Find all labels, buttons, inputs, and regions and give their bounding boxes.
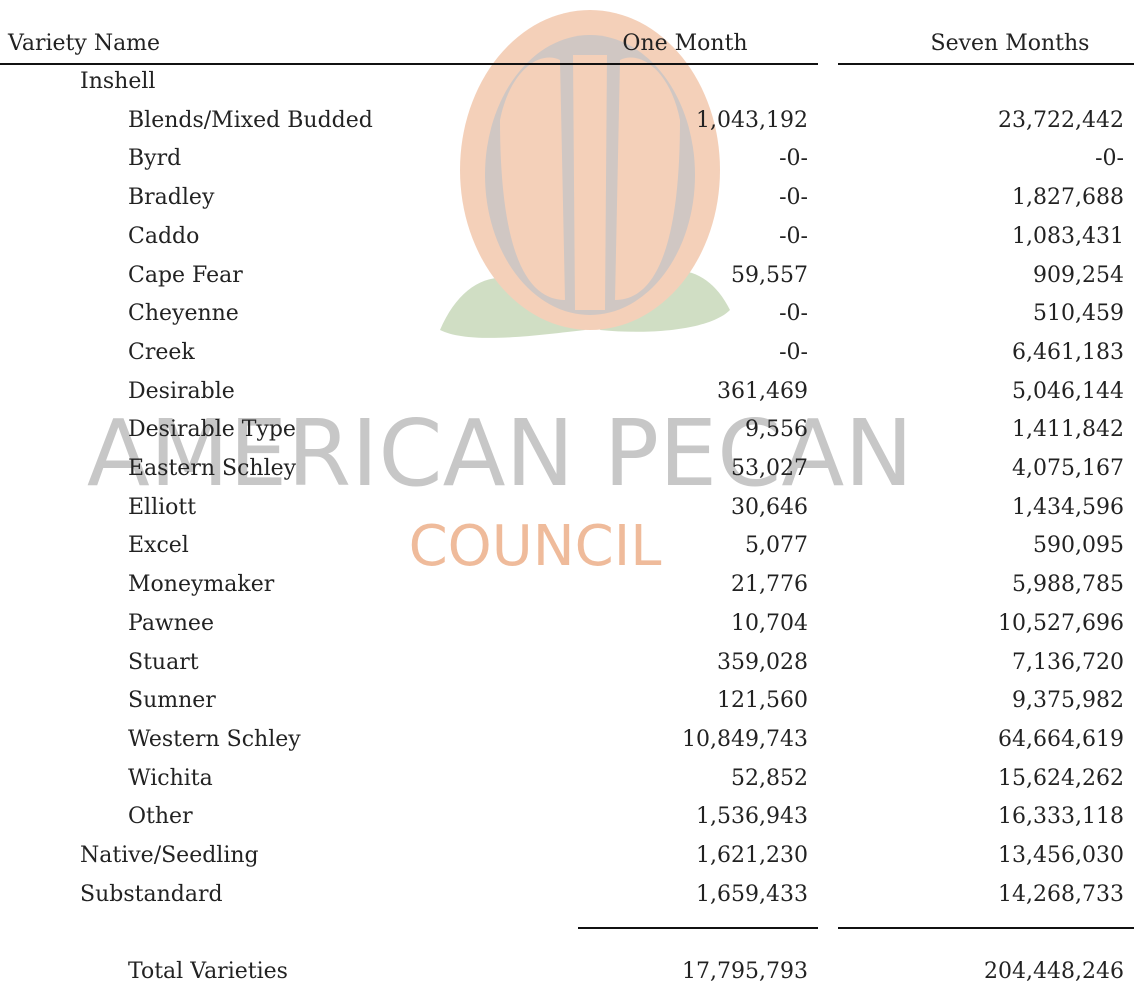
- cell-value: 4,075,167: [1012, 455, 1124, 483]
- row-label: Sumner: [128, 687, 216, 715]
- row-label: Cape Fear: [128, 262, 243, 290]
- column-header: Variety Name: [8, 30, 160, 58]
- cell-value: 1,536,943: [696, 803, 808, 831]
- cell-value: -0-: [779, 223, 808, 251]
- row-label: Moneymaker: [128, 571, 274, 599]
- row-label: Elliott: [128, 494, 196, 522]
- cell-value: 1,411,842: [1012, 416, 1124, 444]
- row-label: Inshell: [80, 68, 155, 96]
- header-rule: [838, 63, 1134, 65]
- cell-value: -0-: [779, 300, 808, 328]
- subtotal-rule: [578, 927, 818, 929]
- cell-value: 14,268,733: [998, 881, 1124, 909]
- cell-value: 9,375,982: [1012, 687, 1124, 715]
- cell-value: 13,456,030: [998, 842, 1124, 870]
- cell-value: 53,027: [731, 455, 808, 483]
- cell-value: 361,469: [717, 378, 808, 406]
- cell-value: 359,028: [717, 649, 808, 677]
- document: AMERICAN PECAN COUNCIL Variety NameOne M…: [0, 0, 1134, 993]
- total-value: 17,795,793: [682, 958, 808, 986]
- cell-value: 1,083,431: [1012, 223, 1124, 251]
- row-label: Western Schley: [128, 726, 301, 754]
- row-label: Excel: [128, 532, 189, 560]
- cell-value: -0-: [779, 184, 808, 212]
- column-header: One Month: [580, 30, 790, 58]
- cell-value: 7,136,720: [1012, 649, 1124, 677]
- cell-value: 5,046,144: [1012, 378, 1124, 406]
- cell-value: -0-: [779, 339, 808, 367]
- column-header: Seven Months: [880, 30, 1134, 58]
- cell-value: 1,827,688: [1012, 184, 1124, 212]
- cell-value: 23,722,442: [998, 107, 1124, 135]
- cell-value: 10,849,743: [682, 726, 808, 754]
- cell-value: 10,527,696: [998, 610, 1124, 638]
- row-label: Native/Seedling: [80, 842, 259, 870]
- header-rule: [0, 63, 818, 65]
- total-value: 204,448,246: [984, 958, 1124, 986]
- cell-value: 64,664,619: [998, 726, 1124, 754]
- cell-value: 16,333,118: [998, 803, 1124, 831]
- cell-value: 5,077: [745, 532, 808, 560]
- logo: [440, 10, 730, 338]
- cell-value: 121,560: [717, 687, 808, 715]
- cell-value: 510,459: [1033, 300, 1124, 328]
- row-label: Eastern Schley: [128, 455, 296, 483]
- row-label: Bradley: [128, 184, 214, 212]
- total-label: Total Varieties: [128, 958, 288, 986]
- cell-value: -0-: [1095, 145, 1124, 173]
- row-label: Substandard: [80, 881, 223, 909]
- cell-value: 5,988,785: [1012, 571, 1124, 599]
- cell-value: 6,461,183: [1012, 339, 1124, 367]
- row-label: Desirable: [128, 378, 235, 406]
- row-label: Byrd: [128, 145, 181, 173]
- row-label: Desirable Type: [128, 416, 296, 444]
- row-label: Wichita: [128, 765, 213, 793]
- cell-value: 9,556: [745, 416, 808, 444]
- cell-value: -0-: [779, 145, 808, 173]
- cell-value: 590,095: [1033, 532, 1124, 560]
- cell-value: 30,646: [731, 494, 808, 522]
- row-label: Blends/Mixed Budded: [128, 107, 373, 135]
- subtotal-rule: [838, 927, 1134, 929]
- cell-value: 909,254: [1033, 262, 1124, 290]
- row-label: Stuart: [128, 649, 199, 677]
- cell-value: 59,557: [731, 262, 808, 290]
- row-label: Creek: [128, 339, 195, 367]
- row-label: Other: [128, 803, 193, 831]
- cell-value: 21,776: [731, 571, 808, 599]
- row-label: Cheyenne: [128, 300, 239, 328]
- cell-value: 15,624,262: [998, 765, 1124, 793]
- watermark-subtitle: COUNCIL: [409, 514, 662, 579]
- cell-value: 52,852: [731, 765, 808, 793]
- row-label: Pawnee: [128, 610, 214, 638]
- row-label: Caddo: [128, 223, 199, 251]
- cell-value: 1,621,230: [696, 842, 808, 870]
- cell-value: 10,704: [731, 610, 808, 638]
- cell-value: 1,434,596: [1012, 494, 1124, 522]
- cell-value: 1,659,433: [696, 881, 808, 909]
- cell-value: 1,043,192: [696, 107, 808, 135]
